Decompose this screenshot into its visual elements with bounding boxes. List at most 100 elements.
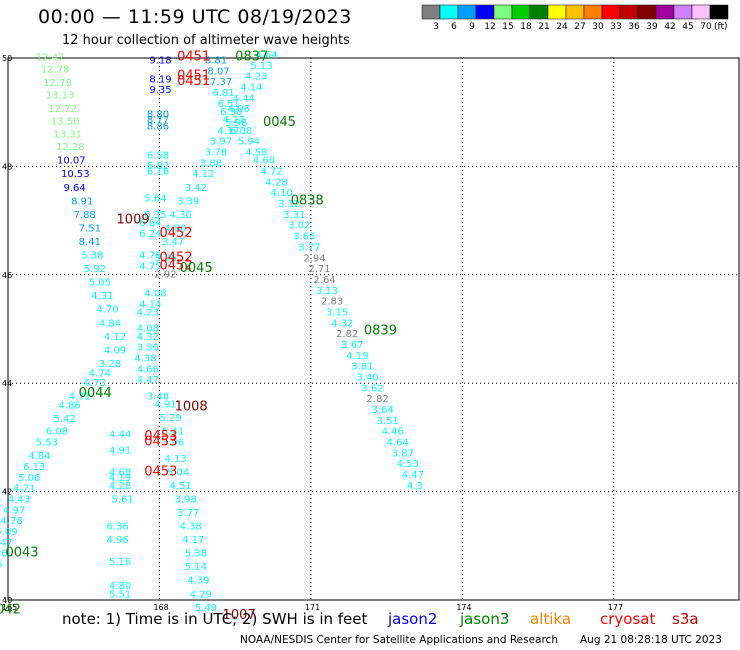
wave-height-label: 5.41 xyxy=(162,427,184,438)
wave-height-label: 4.64 xyxy=(387,438,409,449)
colorbar-label: 12 xyxy=(484,22,495,32)
wave-height-label: 4.39 xyxy=(187,576,209,587)
credit-timestamp: Aug 21 08:28:18 UTC 2023 xyxy=(580,634,722,646)
wave-height-label: 7.88 xyxy=(74,210,96,221)
wave-height-label: 4.08 xyxy=(144,288,166,299)
wave-height-label: 6.64 xyxy=(139,218,161,229)
map-subtitle: 12 hour collection of altimeter wave hei… xyxy=(62,33,350,48)
wave-height-label: 4.66 xyxy=(137,364,159,375)
lon-tick-label: 165 xyxy=(2,603,17,612)
colorbar-label: 18 xyxy=(520,22,532,32)
wave-height-label: 2.82 xyxy=(336,329,358,340)
colorbar-swatch xyxy=(529,4,549,20)
wave-height-label: 4.30 xyxy=(170,210,192,221)
wave-height-label: 7.37 xyxy=(210,77,232,88)
wave-height-label: 6.30 xyxy=(220,107,242,118)
wave-height-label: 3.64 xyxy=(371,405,393,416)
wave-height-label: 4.58 xyxy=(245,148,267,159)
wave-height-label: 3.48 xyxy=(147,391,169,402)
wave-height-label: 13.13 xyxy=(46,91,75,102)
wave-height-label: 4.75 xyxy=(139,261,161,272)
wave-height-label: 4.38 xyxy=(180,522,202,533)
colorbar-label: 30 xyxy=(592,22,604,32)
lat-tick-label: 46 xyxy=(2,271,12,280)
colorbar-label: 6 xyxy=(451,22,457,32)
wave-height-label: 5.98 xyxy=(225,118,247,129)
wave-height-label: 5.53 xyxy=(36,438,58,449)
wave-height-label: 4.23 xyxy=(137,307,159,318)
lat-tick-label: 48 xyxy=(2,162,12,171)
wave-height-label: 4.70 xyxy=(96,305,118,316)
wave-height-label: 5.06 xyxy=(18,473,40,484)
wave-height-label: 5.64 xyxy=(144,194,166,205)
pass-time-label: 0452 xyxy=(159,226,192,241)
wave-height-label: 3.15 xyxy=(326,307,348,318)
map-frame xyxy=(7,57,740,601)
pass-time-label: 0838 xyxy=(291,193,324,208)
wave-height-label: 3.51 xyxy=(377,416,399,427)
wave-height-label: 3.96 xyxy=(162,438,184,449)
wave-height-label: 3.63 xyxy=(293,232,315,243)
colorbar-swatch xyxy=(673,4,693,20)
colorbar-label: 21 xyxy=(538,22,549,32)
wave-height-label: 4.14 xyxy=(139,299,161,310)
wave-height-label: 2.83 xyxy=(321,297,343,308)
pass-time-label: 0452 xyxy=(159,250,192,265)
wave-height-label: 4.96 xyxy=(106,535,128,546)
pass-time-label: 0839 xyxy=(364,323,397,338)
wave-height-label: 4.14 xyxy=(240,83,262,94)
wave-height-label: 9.35 xyxy=(149,85,171,96)
colorbar-label: 15 xyxy=(502,22,513,32)
wave-height-label: 5.38 xyxy=(81,251,103,262)
wave-height-label: 4.46 xyxy=(382,427,404,438)
lon-tick-label: 177 xyxy=(608,603,623,612)
pass-time-label: 0042 xyxy=(0,603,21,618)
wave-height-label: 4.21 xyxy=(13,484,35,495)
wave-height-label: 4.72 xyxy=(260,167,282,178)
wave-height-label: 4.19 xyxy=(109,473,131,484)
wave-height-label: 6.13 xyxy=(23,462,45,473)
wave-height-label: 4.12 xyxy=(104,332,126,343)
wave-height-label: 6.08 xyxy=(230,126,252,137)
wave-height-label: 4.47 xyxy=(137,375,159,386)
pass-time-label: 0451 xyxy=(177,50,210,65)
wave-height-label: 6.35 xyxy=(144,210,166,221)
pass-time-label: 0452 xyxy=(159,258,192,273)
wave-height-label: 4.80 xyxy=(109,581,131,592)
wave-height-label: 4.44 xyxy=(109,429,131,440)
wave-height-label: 4.76 xyxy=(139,251,161,262)
wave-height-label: 4.38 xyxy=(134,354,156,365)
wave-height-label: 3.98 xyxy=(175,494,197,505)
colorbar-swatch xyxy=(457,4,477,20)
pass-time-label: 0453 xyxy=(144,435,177,450)
wave-height-label: 6.08 xyxy=(46,427,68,438)
lon-tick-label: 174 xyxy=(456,603,471,612)
pass-time-label: 0453 xyxy=(144,429,177,444)
pass-time-label: 0837 xyxy=(235,50,268,65)
wave-height-label: 7.51 xyxy=(79,223,101,234)
wave-height-label: 3.28 xyxy=(99,359,121,370)
wave-height-label: 8.86 xyxy=(147,122,169,133)
pass-time-label: 0043 xyxy=(5,546,38,561)
wave-height-label: 5.36 xyxy=(0,549,8,560)
wave-height-label: 4.64 xyxy=(255,50,277,61)
wave-height-label: 3.81 xyxy=(351,362,373,373)
wave-height-label: 4.19 xyxy=(346,351,368,362)
wave-height-label: 3.02 xyxy=(288,221,310,232)
legend-jason3: jason3 xyxy=(460,610,510,628)
wave-height-label: 5.14 xyxy=(185,562,207,573)
wave-height-label: 4.06 xyxy=(228,104,250,115)
wave-height-label: 3.77 xyxy=(298,242,320,253)
legend-altika: altika xyxy=(530,610,572,628)
wave-height-label: 3.78 xyxy=(205,148,227,159)
wave-height-label: 3.12 xyxy=(278,199,300,210)
wave-height-label: 3.87 xyxy=(392,448,414,459)
wave-height-label: 4.23 xyxy=(245,72,267,83)
wave-height-label: 4.12 xyxy=(192,169,214,180)
wave-height-label: 4.28 xyxy=(265,177,287,188)
wave-height-label: 3.30 xyxy=(137,343,159,354)
wave-height-label: 3.40 xyxy=(356,372,378,383)
wave-height-label: 4.31 xyxy=(91,291,113,302)
wave-height-label: 3.47 xyxy=(162,237,184,248)
